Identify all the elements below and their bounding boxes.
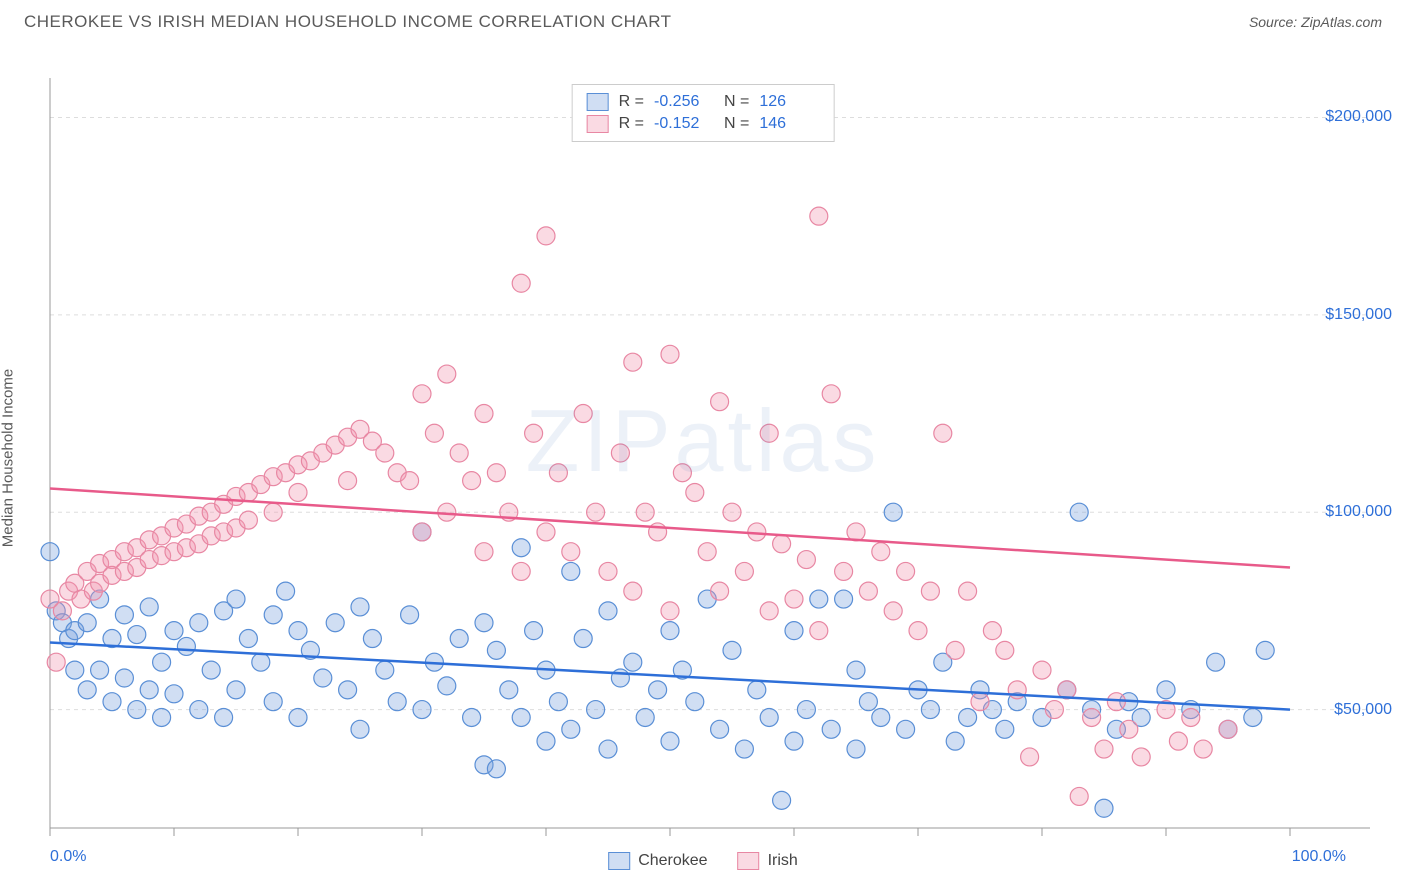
stats-box: R = -0.256 N = 126 R = -0.152 N = 146 <box>572 84 835 142</box>
legend-item-irish: Irish <box>738 852 798 870</box>
n-value: 126 <box>759 93 819 111</box>
y-tick-label: $200,000 <box>1325 108 1392 126</box>
n-label: N = <box>724 115 749 133</box>
swatch-irish <box>587 115 609 133</box>
x-tick-label-max: 100.0% <box>1292 848 1346 866</box>
chart-container: Median Household Income ZIPatlas R = -0.… <box>0 38 1406 878</box>
source-label: Source: ZipAtlas.com <box>1249 14 1382 30</box>
legend-label: Cherokee <box>638 852 707 870</box>
swatch-cherokee <box>608 852 630 870</box>
x-tick-label-min: 0.0% <box>50 848 86 866</box>
y-axis-label: Median Household Income <box>0 369 17 547</box>
y-tick-label: $50,000 <box>1334 701 1392 719</box>
swatch-irish <box>738 852 760 870</box>
legend-item-cherokee: Cherokee <box>608 852 707 870</box>
stats-row: R = -0.152 N = 146 <box>587 113 820 135</box>
scatter-chart <box>0 38 1406 878</box>
legend-label: Irish <box>768 852 798 870</box>
n-value: 146 <box>759 115 819 133</box>
header: CHEROKEE VS IRISH MEDIAN HOUSEHOLD INCOM… <box>0 0 1406 38</box>
n-label: N = <box>724 93 749 111</box>
r-label: R = <box>619 115 644 133</box>
bottom-legend: Cherokee Irish <box>608 852 798 870</box>
r-value: -0.256 <box>654 93 714 111</box>
r-value: -0.152 <box>654 115 714 133</box>
chart-title: CHEROKEE VS IRISH MEDIAN HOUSEHOLD INCOM… <box>24 12 672 32</box>
y-tick-label: $100,000 <box>1325 503 1392 521</box>
swatch-cherokee <box>587 93 609 111</box>
r-label: R = <box>619 93 644 111</box>
y-tick-label: $150,000 <box>1325 306 1392 324</box>
stats-row: R = -0.256 N = 126 <box>587 91 820 113</box>
